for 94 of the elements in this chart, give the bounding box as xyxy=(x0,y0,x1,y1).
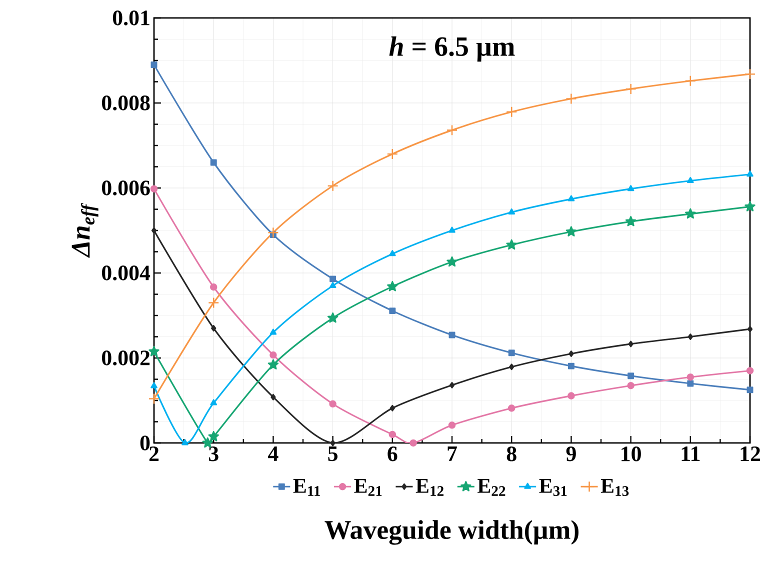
point xyxy=(568,362,574,370)
point xyxy=(151,227,157,234)
point xyxy=(202,437,214,448)
point xyxy=(628,340,634,348)
point xyxy=(448,422,456,429)
x-axis-title: Waveguide width(µm) xyxy=(324,520,578,545)
point xyxy=(150,185,158,192)
y-tick-label: 0.002 xyxy=(102,350,150,366)
point xyxy=(208,430,219,442)
point xyxy=(449,382,455,388)
point xyxy=(688,333,694,340)
point xyxy=(568,350,574,357)
x-tick-label: 6 xyxy=(388,446,398,462)
y-tick-label: 0.006 xyxy=(102,180,150,196)
text: h = 6.5 µm xyxy=(389,36,515,62)
point xyxy=(327,180,338,192)
point xyxy=(686,373,694,381)
x-tick-label: 10 xyxy=(622,446,641,462)
point xyxy=(150,382,158,388)
point xyxy=(270,394,276,400)
point xyxy=(268,226,279,238)
point xyxy=(566,93,577,104)
point xyxy=(685,208,696,219)
point xyxy=(746,386,754,394)
point xyxy=(210,399,218,406)
point xyxy=(270,328,277,335)
y-tick-label: 0 xyxy=(140,436,150,450)
point xyxy=(508,404,516,412)
point xyxy=(744,68,756,80)
point xyxy=(150,61,158,68)
legend-label: E$_{11}$ xyxy=(293,479,320,496)
point xyxy=(508,208,516,214)
point xyxy=(687,380,694,387)
point xyxy=(387,280,398,292)
point xyxy=(386,148,398,160)
point xyxy=(446,256,458,267)
x-tick-label: 4 xyxy=(268,446,278,461)
point xyxy=(508,350,515,356)
legend-label: E$_{12}$ xyxy=(416,479,444,496)
point xyxy=(744,201,756,212)
y-tick-label: 0.004 xyxy=(102,266,150,280)
point xyxy=(211,324,216,332)
point xyxy=(568,195,575,202)
point xyxy=(410,439,417,447)
point xyxy=(684,75,696,87)
point xyxy=(509,364,514,370)
point xyxy=(208,297,220,308)
legend-label: E$_{21}$ xyxy=(354,479,382,496)
point xyxy=(687,176,694,184)
point xyxy=(628,372,634,380)
point xyxy=(568,392,575,400)
x-tick-label: 12 xyxy=(740,446,760,462)
point xyxy=(329,282,336,288)
point xyxy=(148,393,160,404)
x-tick-label: 3 xyxy=(208,446,218,462)
point xyxy=(270,351,277,359)
point xyxy=(625,216,636,226)
point xyxy=(148,346,160,356)
point xyxy=(327,312,338,323)
x-tick-label: 7 xyxy=(448,446,457,461)
point xyxy=(329,400,336,408)
x-tick-label: 5 xyxy=(328,446,338,462)
point xyxy=(746,170,754,177)
point xyxy=(330,276,336,282)
point xyxy=(506,106,518,118)
point xyxy=(182,439,188,446)
point xyxy=(389,308,396,314)
point xyxy=(627,382,634,390)
point xyxy=(566,226,577,236)
point xyxy=(627,184,634,192)
point xyxy=(389,250,396,256)
point xyxy=(210,283,218,291)
point xyxy=(390,404,396,412)
x-tick-label: 8 xyxy=(506,446,516,462)
legend-label: E$_{22}$ xyxy=(478,479,506,496)
point xyxy=(210,159,217,166)
x-tick-label: 2 xyxy=(149,446,159,462)
point xyxy=(747,326,753,332)
point xyxy=(388,430,396,438)
x-tick-label: 11 xyxy=(682,446,700,461)
point xyxy=(268,359,279,370)
y-tick-label: 0.01 xyxy=(112,10,150,26)
point xyxy=(746,367,754,374)
y-axis-title: Δn$_{eff}$ xyxy=(72,202,98,258)
point xyxy=(625,83,636,95)
point xyxy=(330,440,336,446)
point xyxy=(506,239,517,250)
y-tick-label: 0.008 xyxy=(102,96,150,110)
point xyxy=(448,226,456,233)
x-tick-label: 9 xyxy=(566,446,576,462)
point xyxy=(446,124,458,136)
point xyxy=(448,332,456,338)
legend-label: E$_{31}$ xyxy=(539,479,567,496)
legend-label: E$_{13}$ xyxy=(600,479,629,496)
